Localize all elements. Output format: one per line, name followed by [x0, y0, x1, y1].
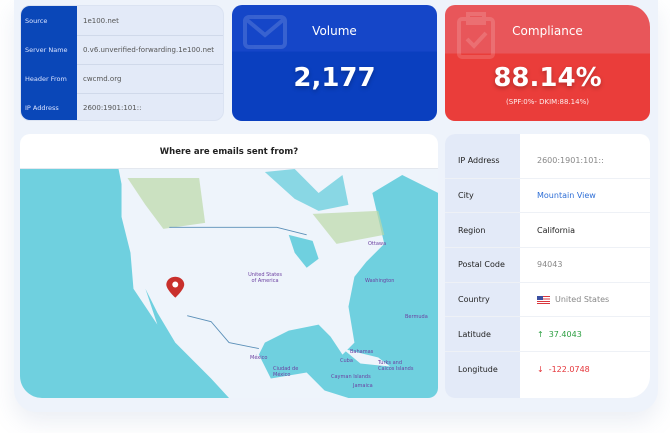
map-title: Where are emails sent from? — [20, 134, 438, 169]
compliance-title: Compliance — [512, 24, 583, 38]
map-label-cuba: Cuba — [340, 358, 353, 364]
map-label-washington: Washington — [365, 278, 394, 284]
us-flag-icon — [537, 295, 550, 304]
volume-title: Volume — [312, 24, 357, 38]
arrow-up-icon: ↑ — [537, 329, 544, 339]
source-card: Source 1e100.net Server Name 0.v6.unverifi… — [20, 5, 224, 121]
server-name-row: Server Name 0.v6.unverified-forwarding.1e… — [25, 45, 215, 54]
mail-icon — [243, 15, 287, 49]
header-from-row: Header From cwcmd.org — [25, 74, 122, 83]
map-label-turks: Turks and — [377, 360, 402, 366]
map-label-usa: United States — [248, 272, 282, 278]
info-row-latitude: Latitude ↑ 37.4043 — [445, 318, 650, 353]
source-row: Source 1e100.net — [25, 16, 119, 25]
svg-text:Caicos Islands: Caicos Islands — [378, 366, 414, 372]
svg-text:México: México — [273, 371, 290, 378]
map-label-ottawa: Ottawa — [368, 241, 386, 247]
info-row-country: Country United States — [445, 283, 650, 318]
map-label-mexico: México — [250, 354, 267, 361]
map-label-bahamas: Bahamas — [350, 349, 374, 355]
map-pin-icon[interactable] — [166, 276, 185, 298]
compliance-card: Compliance 88.14% (SPF:0%- DKIM:88.14%) — [445, 5, 650, 121]
volume-value: 2,177 — [293, 63, 376, 93]
compliance-value: 88.14% — [493, 63, 602, 93]
volume-card: Volume 2,177 — [232, 5, 437, 121]
svg-text:Ciudad de: Ciudad de — [273, 366, 298, 372]
city-link[interactable]: Mountain View — [537, 191, 596, 201]
compliance-detail: (SPF:0%- DKIM:88.14%) — [506, 98, 589, 106]
svg-text:of America: of America — [251, 278, 278, 284]
map-label-jamaica: Jamaica — [352, 383, 373, 389]
map-card: Where are emails sent from? United State… — [20, 134, 438, 398]
map-label-cayman: Cayman Islands — [331, 374, 371, 380]
info-row-region: Region California — [445, 213, 650, 249]
clipboard-check-icon — [457, 12, 495, 59]
info-row-city: City Mountain View — [445, 179, 650, 214]
arrow-down-icon: ↓ — [537, 365, 544, 375]
map[interactable]: United States of America Ottawa Washingt… — [20, 169, 438, 398]
info-row-longitude: Longitude ↓ -122.0748 — [458, 365, 590, 375]
ip-address-row: IP Address 2600:1901:101:: — [25, 103, 142, 112]
map-label-bermuda: Bermuda — [405, 314, 428, 320]
location-info-card: IP Address 2600:1901:101:: City Mountain V… — [445, 134, 650, 398]
info-row-postal: Postal Code 94043 — [445, 248, 650, 283]
info-row-ip: IP Address 2600:1901:101:: — [445, 144, 650, 179]
